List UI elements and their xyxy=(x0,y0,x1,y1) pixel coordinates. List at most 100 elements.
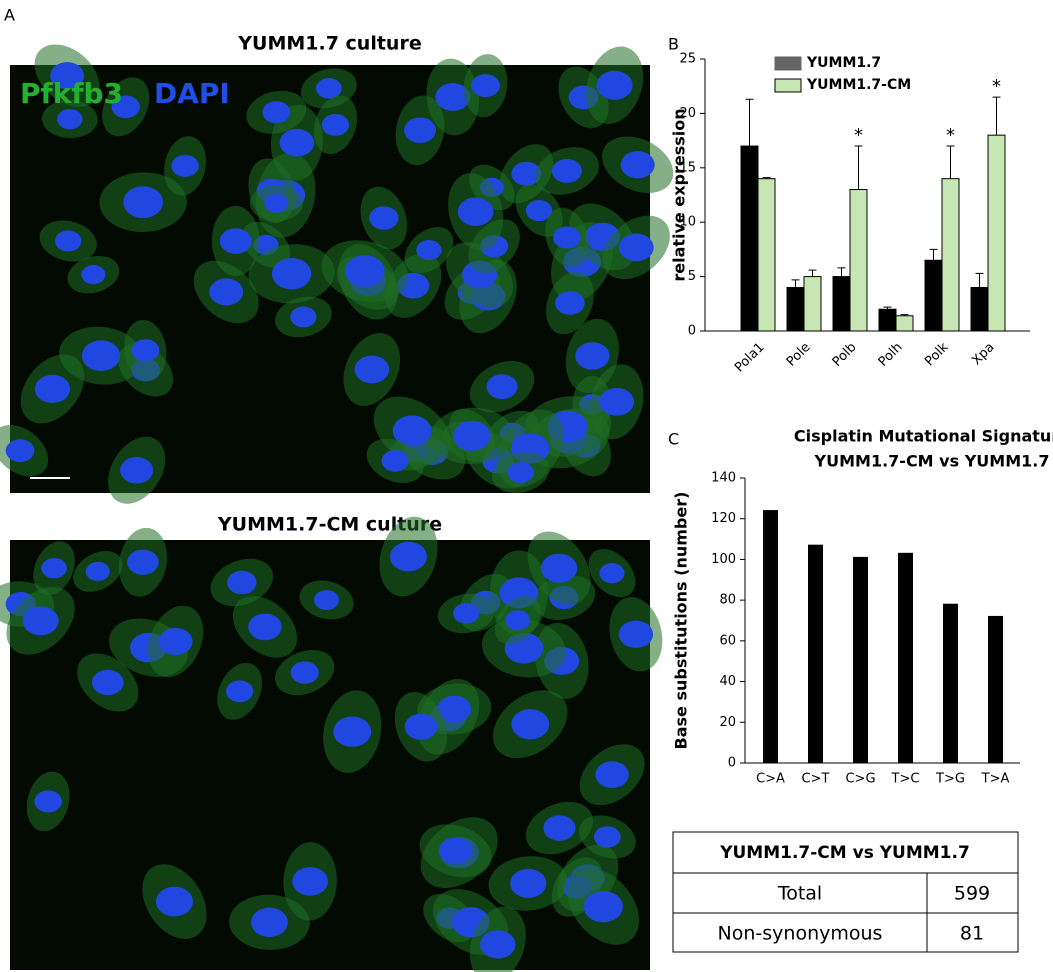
stain-label: DAPI xyxy=(154,77,230,110)
bar xyxy=(757,178,776,332)
nucleus xyxy=(22,606,59,636)
x-tick-label: Polh xyxy=(876,340,906,370)
x-tick-label: C>A xyxy=(756,772,785,787)
significance: * xyxy=(946,125,955,146)
bar xyxy=(740,145,759,332)
nucleus xyxy=(480,930,516,959)
nucleus xyxy=(171,154,199,177)
nucleus xyxy=(248,613,282,641)
nucleus xyxy=(120,457,154,484)
nucleus xyxy=(321,113,350,136)
nucleus xyxy=(292,867,328,896)
nucleus xyxy=(251,907,288,938)
nucleus xyxy=(127,549,159,575)
nucleus xyxy=(226,680,254,703)
nucleus xyxy=(416,240,442,261)
nucleus xyxy=(219,228,252,254)
bar xyxy=(878,308,897,332)
y-tick-label: 20 xyxy=(719,715,736,730)
nucleus xyxy=(5,439,35,463)
nucleus xyxy=(599,387,635,416)
nucleus xyxy=(404,713,438,740)
bar xyxy=(853,556,868,764)
y-tick-label: 0 xyxy=(728,756,736,771)
nucleus xyxy=(486,374,518,400)
y-tick-label: 5 xyxy=(688,269,696,284)
bar xyxy=(924,259,943,332)
nucleus xyxy=(453,420,491,451)
bar xyxy=(803,276,822,332)
panel-label: A xyxy=(4,6,15,25)
nucleus xyxy=(344,255,385,288)
y-tick-label: 15 xyxy=(679,160,696,175)
nucleus xyxy=(540,553,578,583)
table-cell: Non-synonymous xyxy=(718,923,883,945)
nucleus xyxy=(81,340,121,371)
error-bar xyxy=(745,98,754,147)
bar xyxy=(941,178,960,332)
y-tick-label: 25 xyxy=(679,52,696,67)
error-bar xyxy=(975,272,984,288)
image-title: YUMM1.7 culture xyxy=(237,33,421,55)
nucleus xyxy=(57,109,83,130)
nucleus xyxy=(354,355,390,384)
nucleus xyxy=(41,558,67,579)
nucleus xyxy=(392,415,432,447)
nucleus xyxy=(438,837,473,865)
nucleus xyxy=(620,151,655,179)
nucleus xyxy=(369,206,399,230)
nucleus xyxy=(381,450,409,472)
bar xyxy=(895,315,914,332)
nucleus xyxy=(553,226,581,249)
error-bar xyxy=(762,177,771,179)
nucleus xyxy=(555,291,585,315)
x-tick-label: T>G xyxy=(935,772,965,787)
nucleus xyxy=(279,128,315,157)
error-bar xyxy=(808,269,817,277)
nucleus xyxy=(618,620,654,648)
nucleus xyxy=(507,461,534,484)
nucleus xyxy=(599,563,625,584)
bar xyxy=(898,552,913,764)
nucleus xyxy=(511,709,550,740)
error-bar xyxy=(992,96,1001,136)
nucleus xyxy=(158,627,193,656)
nucleus xyxy=(333,716,372,747)
image-title: YUMM1.7-CM culture xyxy=(217,514,442,536)
nucleus xyxy=(123,186,164,219)
x-tick-label: Xpa xyxy=(969,340,997,368)
bar xyxy=(849,189,868,332)
y-tick-label: 20 xyxy=(679,106,696,121)
nucleus xyxy=(511,161,542,186)
error-bar xyxy=(837,267,846,277)
bar xyxy=(832,276,851,332)
nucleus xyxy=(50,62,85,90)
chart-subtitle: YUMM1.7-CM vs YUMM1.7 xyxy=(814,452,1050,471)
nucleus xyxy=(510,868,547,898)
y-axis-label: relative expression xyxy=(670,108,689,281)
chart-title: Cisplatin Mutational Signature xyxy=(794,427,1053,446)
y-tick-label: 10 xyxy=(679,215,696,230)
bar xyxy=(987,134,1006,332)
nucleus xyxy=(314,589,340,611)
significance: * xyxy=(992,76,1001,97)
error-bar xyxy=(854,145,863,190)
bar xyxy=(763,510,778,764)
bar xyxy=(970,286,989,332)
nucleus xyxy=(471,74,500,98)
y-tick-label: 120 xyxy=(711,511,736,526)
nucleus xyxy=(575,342,610,370)
panel-label: B xyxy=(668,35,679,54)
x-tick-label: Pole xyxy=(784,340,814,370)
significance: * xyxy=(854,125,863,146)
x-tick-label: T>C xyxy=(891,772,920,787)
table-header: YUMM1.7-CM vs YUMM1.7 xyxy=(719,843,970,863)
x-tick-label: C>T xyxy=(802,772,830,787)
nucleus xyxy=(389,541,427,572)
stain-label: Pfkfb3 xyxy=(20,77,123,110)
x-tick-label: T>A xyxy=(981,772,1010,787)
nucleus xyxy=(315,78,342,99)
bar xyxy=(786,286,805,332)
nucleus xyxy=(457,197,494,226)
y-tick-label: 100 xyxy=(711,552,736,567)
